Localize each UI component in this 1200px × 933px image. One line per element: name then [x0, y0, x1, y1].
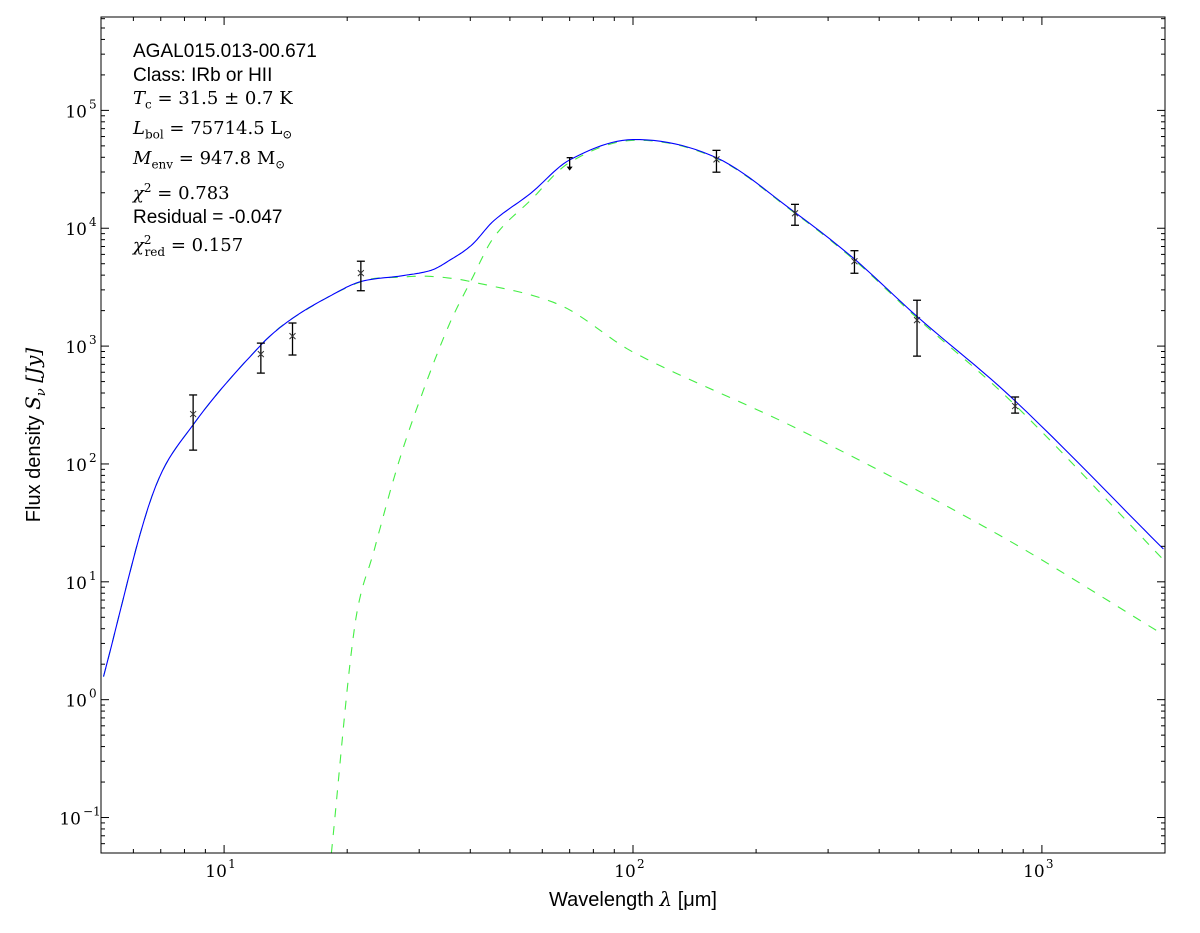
x-tick-exponent: 2: [637, 857, 645, 871]
y-tick-exponent: 4: [89, 215, 97, 229]
point-marker: [713, 156, 720, 163]
chi2red-symbol: χ: [133, 235, 144, 257]
y-tick-label: 10: [65, 574, 87, 594]
data-point: [913, 299, 922, 357]
x-label-text: Wavelength: [549, 889, 654, 911]
data-point: [1011, 396, 1020, 414]
point-marker: [257, 350, 265, 358]
series-warm-component: [102, 275, 1164, 677]
y-tick-label: 10: [65, 456, 87, 476]
y-label-text: Flux density: [23, 415, 45, 523]
point-marker: [791, 209, 799, 217]
tc-sub: c: [145, 97, 152, 112]
y-tick-exponent: 2: [89, 451, 97, 465]
chi2red-sup: 2: [143, 233, 152, 248]
series-total: [102, 138, 1164, 677]
tc-symbol: T: [133, 88, 146, 109]
y-label-symbol: S: [21, 396, 45, 410]
y-tick-exponent: 1: [89, 569, 97, 583]
chi2-symbol: χ: [133, 183, 144, 205]
chi2-label: χ2 = 0.783: [133, 177, 317, 206]
tc-value: = 31.5 ± 0.7 K: [151, 88, 293, 109]
y-tick-label: 10: [65, 102, 87, 122]
temperature-label: Tc = 31.5 ± 0.7 K: [133, 87, 317, 117]
chi2red-label: χ2red = 0.157: [133, 229, 317, 264]
y-label-sub: ν: [34, 388, 49, 397]
plot-frame: [100, 16, 1166, 854]
data-point: [850, 250, 859, 274]
data-point: [189, 394, 198, 451]
lbol-symbol: L: [133, 118, 145, 140]
x-axis-label: Wavelength λ [μm]: [0, 887, 1200, 912]
point-marker: [1011, 402, 1019, 410]
x-tick-label: 10: [205, 862, 227, 882]
y-axis-label: Flux density Sν [Jy]: [21, 348, 49, 522]
chi2-value: = 0.783: [151, 183, 230, 205]
data-point: [256, 342, 265, 374]
y-tick-exponent: 0: [89, 687, 97, 701]
menv-sun: ⊙: [275, 157, 286, 172]
x-label-symbol: λ: [659, 887, 673, 911]
source-class: Class: IRb or HII: [133, 64, 273, 86]
series-cold-component: [330, 139, 1164, 853]
y-tick-exponent: 5: [89, 97, 97, 111]
lbol-sub: bol: [144, 127, 164, 142]
y-tick-exponent: 3: [89, 333, 97, 347]
model-curves: [102, 138, 1164, 853]
axis-ticks: 10 1 10 2 10 310 −110 010 110 210 310 410 5: [59, 17, 1166, 882]
x-tick-label: 10: [1023, 862, 1045, 882]
point-marker: [851, 257, 858, 265]
x-tick-label: 10: [614, 862, 636, 882]
y-label-unit: [Jy]: [21, 347, 45, 383]
point-marker: [357, 269, 365, 277]
data-point: [791, 203, 800, 226]
annotation-box: AGAL015.013-00.671 Class: IRb or HII Tc …: [133, 40, 317, 264]
point-marker: [189, 410, 197, 418]
residual-label: Residual = -0.047: [133, 206, 283, 228]
point-marker: [913, 316, 921, 324]
data-point: [712, 149, 721, 173]
data-points: [189, 149, 1020, 451]
point-marker: [289, 332, 296, 340]
lbol-sun: ⊙: [282, 127, 293, 142]
y-tick-exponent: −1: [83, 805, 101, 819]
data-point: [566, 157, 573, 171]
source-name: AGAL015.013-00.671: [133, 41, 317, 62]
y-tick-label: 10: [65, 338, 87, 358]
y-tick-label: 10: [65, 692, 87, 712]
data-point: [288, 322, 297, 356]
chi2red-value: = 0.157: [165, 235, 244, 257]
y-tick-label: 10: [59, 810, 81, 830]
y-tick-label: 10: [65, 220, 87, 240]
luminosity-label: Lbol = 75714.5 L⊙: [133, 117, 317, 147]
chi2-sup: 2: [143, 181, 152, 196]
x-tick-exponent: 1: [228, 857, 236, 871]
menv-symbol: M: [133, 148, 152, 170]
menv-value: = 947.8 M: [173, 148, 276, 170]
x-label-unit: [μm]: [677, 889, 717, 911]
upper-limit-arrow: [566, 166, 573, 171]
mass-label: Menv = 947.8 M⊙: [133, 147, 317, 177]
menv-sub: env: [151, 157, 174, 172]
x-tick-exponent: 3: [1046, 857, 1054, 871]
data-point: [356, 260, 365, 292]
chi2red-sub: red: [144, 244, 166, 259]
lbol-value: = 75714.5 L: [163, 118, 283, 140]
